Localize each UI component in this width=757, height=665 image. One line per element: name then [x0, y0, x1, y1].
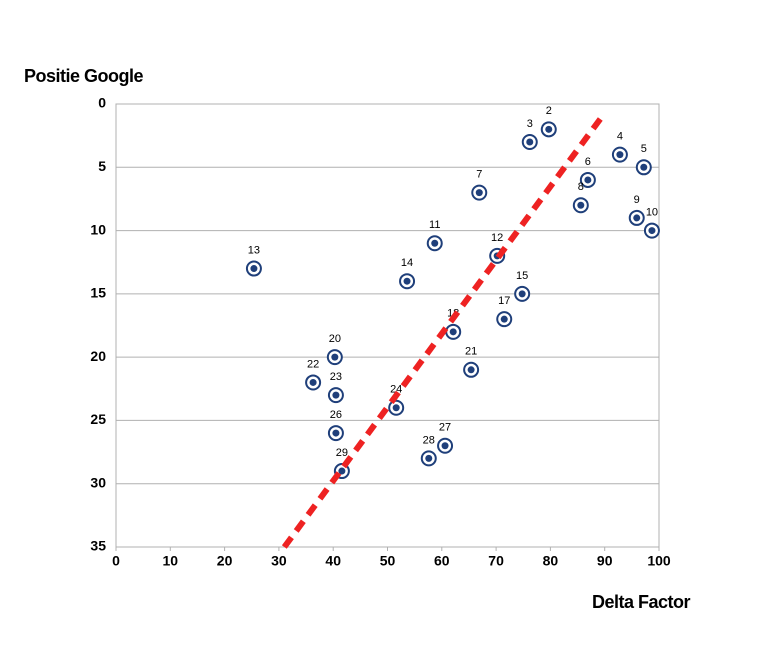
x-tick-label: 60: [434, 553, 450, 569]
point-dot: [633, 214, 641, 222]
point-dot: [431, 239, 439, 247]
y-tick-label: 15: [90, 285, 106, 301]
point-dot: [338, 467, 346, 475]
data-label: 7: [476, 169, 482, 181]
point-dot: [403, 277, 411, 285]
x-tick-label: 30: [271, 553, 287, 569]
point-dot: [545, 125, 553, 133]
x-tick-label: 70: [488, 553, 504, 569]
x-axis-title: Delta Factor: [592, 592, 691, 612]
data-label: 8: [578, 181, 584, 193]
data-label: 28: [423, 434, 435, 446]
point-dot: [250, 265, 258, 273]
data-label: 9: [634, 194, 640, 206]
y-tick-label: 30: [90, 474, 106, 490]
point-dot: [449, 328, 457, 336]
point-dot: [332, 429, 340, 437]
data-label: 13: [248, 244, 260, 256]
point-dot: [584, 176, 592, 184]
point-dot: [518, 290, 526, 298]
data-label: 2: [546, 105, 552, 117]
point-dot: [616, 151, 624, 159]
plot-area: [115, 103, 660, 548]
point-dot: [441, 442, 449, 450]
data-label: 14: [401, 257, 413, 269]
trendline: [281, 114, 605, 549]
point-dot: [500, 315, 508, 323]
y-tick-label: 35: [90, 538, 106, 554]
data-label: 27: [439, 422, 451, 434]
point-dot: [392, 404, 400, 412]
data-label: 21: [465, 346, 477, 358]
point-dot: [475, 189, 483, 197]
point-dot: [577, 201, 585, 209]
point-dot: [425, 454, 433, 462]
y-tick-label: 0: [98, 95, 106, 111]
x-tick-label: 40: [325, 553, 341, 569]
x-tick-label: 10: [163, 553, 179, 569]
x-tick-label: 90: [597, 553, 613, 569]
data-label: 5: [641, 143, 647, 155]
y-tick-label: 10: [90, 221, 106, 237]
point-dot: [640, 163, 648, 171]
point-dot: [467, 366, 475, 374]
data-label: 10: [646, 206, 658, 218]
x-tick-label: 20: [217, 553, 233, 569]
data-label: 4: [617, 131, 623, 143]
data-label: 3: [527, 118, 533, 130]
point-dot: [331, 353, 339, 361]
data-label: 15: [516, 270, 528, 282]
data-label: 24: [390, 384, 402, 396]
data-label: 11: [429, 219, 440, 231]
y-tick-label: 5: [98, 158, 106, 174]
x-tick-label: 0: [112, 553, 120, 569]
y-tick-label: 25: [90, 411, 106, 427]
point-dot: [309, 378, 317, 386]
point-dot: [526, 138, 534, 146]
data-label: 17: [498, 295, 510, 307]
data-label: 29: [336, 447, 348, 459]
y-axis-title: Positie Google: [24, 66, 144, 86]
x-tick-label: 80: [543, 553, 559, 569]
data-label: 23: [330, 371, 342, 383]
x-tick-label: 100: [647, 553, 671, 569]
point-dot: [332, 391, 340, 399]
x-tick-label: 50: [380, 553, 396, 569]
data-label: 22: [307, 358, 319, 370]
data-label: 12: [491, 232, 503, 244]
data-label: 26: [330, 409, 342, 421]
data-label: 6: [585, 156, 591, 168]
point-dot: [648, 227, 656, 235]
y-tick-label: 20: [90, 348, 106, 364]
data-label: 20: [329, 333, 341, 345]
